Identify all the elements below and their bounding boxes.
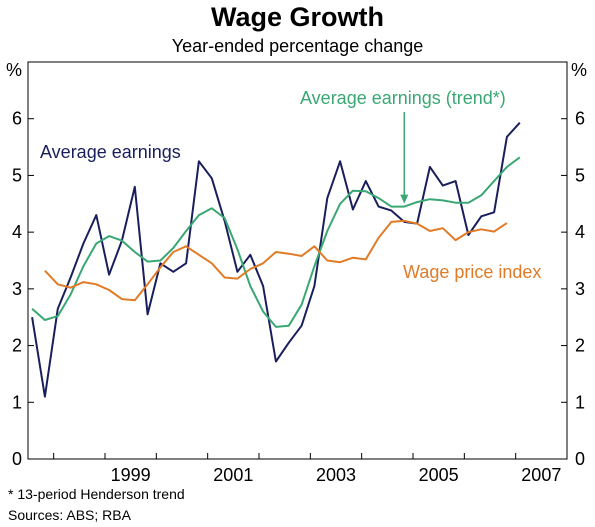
series-layer (31, 122, 521, 398)
axes: 0 0 1 1 2 2 3 3 4 4 5 5 6 6 1999 2001 2003 2005 2007 (12, 109, 585, 485)
y-tick-label-left: 5 (12, 165, 22, 185)
series-label-1: Average earnings (trend*) (300, 88, 506, 108)
y-tick-label-right: 5 (575, 165, 585, 185)
y-tick-label-left: 1 (12, 392, 22, 412)
series-label-2: Wage price index (403, 262, 541, 282)
series-line-average-earnings (31, 122, 521, 398)
y-tick-label-left: 3 (12, 279, 22, 299)
sources-note: Sources: ABS; RBA (8, 507, 131, 523)
y-axis-unit-left: % (6, 60, 23, 80)
x-tick-label: 2007 (521, 465, 561, 485)
chart-subtitle: Year-ended percentage change (171, 36, 424, 56)
y-tick-label-left: 4 (12, 222, 22, 242)
x-tick-label: 2005 (419, 465, 459, 485)
chart-title: Wage Growth (211, 2, 384, 32)
y-tick-label-right: 3 (575, 279, 585, 299)
y-tick-label-right: 2 (575, 336, 585, 356)
annotation-arrowhead (400, 194, 409, 204)
series-line-average-earnings-trend (31, 156, 521, 328)
y-tick-label-right: 4 (575, 222, 585, 242)
y-tick-label-right: 0 (575, 449, 585, 469)
y-tick-label-right: 6 (575, 109, 585, 129)
series-line-wage-price-index (44, 219, 508, 302)
series-label-0: Average earnings (40, 142, 181, 162)
x-tick-label: 2003 (316, 465, 356, 485)
y-tick-label-left: 6 (12, 109, 22, 129)
x-tick-label: 1999 (111, 465, 151, 485)
y-tick-label-left: 2 (12, 336, 22, 356)
x-tick-label: 2001 (213, 465, 253, 485)
footnote: * 13-period Henderson trend (8, 486, 185, 502)
y-tick-label-left: 0 (12, 449, 22, 469)
annotation-layer: Average earnings Average earnings (trend*… (40, 88, 541, 282)
plot-frame (27, 61, 568, 460)
y-axis-unit-right: % (570, 60, 587, 80)
y-tick-label-right: 1 (575, 392, 585, 412)
